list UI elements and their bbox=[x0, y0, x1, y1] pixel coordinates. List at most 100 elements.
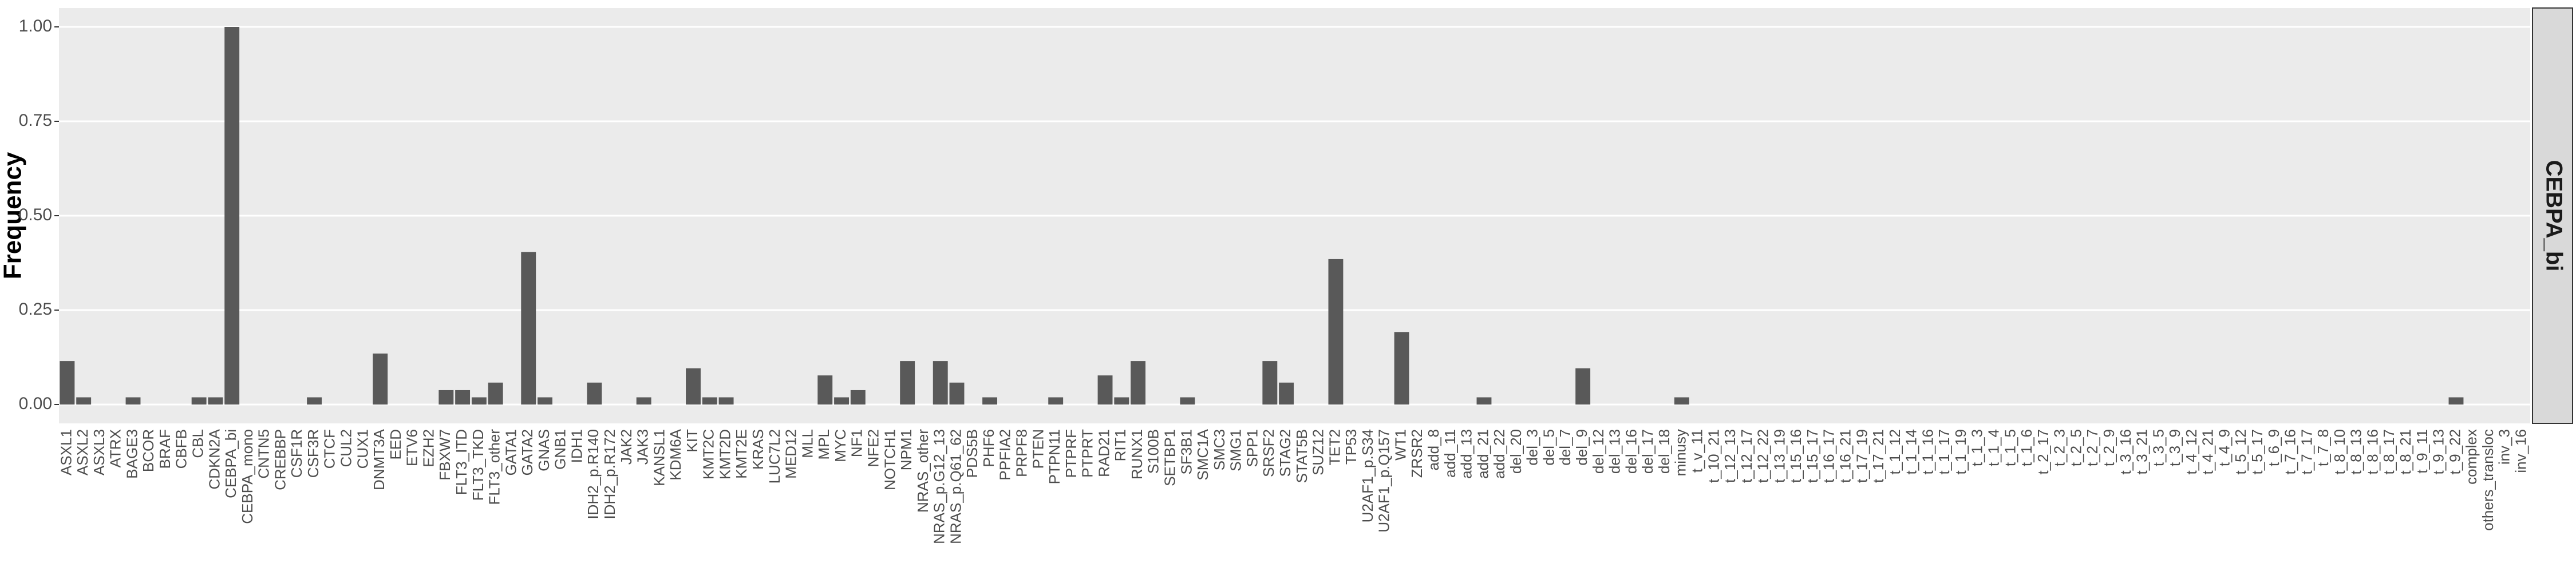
x-tick-label: t_12_13 bbox=[1721, 429, 1739, 483]
x-tick-label: t_5_12 bbox=[2232, 429, 2249, 475]
x-tick-label: del_5 bbox=[1540, 429, 1557, 466]
x-tick-label: CTCF bbox=[321, 429, 338, 469]
x-tick-label: CDKN2A bbox=[206, 429, 223, 489]
x-tick-label: t_12_22 bbox=[1755, 429, 1772, 483]
bar bbox=[1328, 259, 1344, 405]
bar bbox=[125, 397, 141, 405]
x-tick-label: STAG2 bbox=[1277, 429, 1294, 477]
x-tick-label: KMT2C bbox=[700, 429, 717, 479]
x-tick-label: ASXL1 bbox=[57, 429, 74, 475]
x-tick-label: MED12 bbox=[783, 429, 800, 479]
x-tick-label: SRSF2 bbox=[1260, 429, 1277, 477]
x-tick-label: t_4_9 bbox=[2215, 429, 2233, 466]
x-tick-label: RIT1 bbox=[1112, 429, 1129, 461]
x-tick-label: t_17_19 bbox=[1853, 429, 1870, 483]
x-tick-label: t_2_17 bbox=[2034, 429, 2052, 475]
x-tick-label: t_4_12 bbox=[2183, 429, 2200, 475]
bar bbox=[307, 397, 322, 405]
x-tick-label: complex bbox=[2463, 429, 2480, 485]
x-tick-label: del_3 bbox=[1524, 429, 1541, 466]
x-tick-label: ASXL2 bbox=[74, 429, 91, 475]
x-tick-label: others_transloc bbox=[2479, 429, 2496, 531]
x-tick-label: t_9_11 bbox=[2413, 429, 2431, 474]
x-tick-label: CSF1R bbox=[288, 429, 305, 478]
x-tick-label: DNMT3A bbox=[370, 429, 388, 490]
bar bbox=[1180, 397, 1195, 405]
x-tick-label: t_7_17 bbox=[2298, 429, 2315, 475]
x-tick-label: TET2 bbox=[1326, 429, 1343, 466]
x-tick-label: ZRSR2 bbox=[1408, 429, 1425, 478]
x-tick-label: JAK3 bbox=[634, 429, 651, 465]
x-tick-label: t_2_5 bbox=[2067, 429, 2084, 466]
x-tick-label: MPL bbox=[815, 429, 832, 459]
x-tick-label: STAT5B bbox=[1293, 429, 1310, 483]
x-tick-label: minusy bbox=[1672, 429, 1689, 476]
bar bbox=[686, 368, 701, 405]
x-tick-label: SPP1 bbox=[1243, 429, 1261, 467]
x-tick-label: t_9_13 bbox=[2430, 429, 2447, 475]
x-tick-label: CEBPA_mono bbox=[239, 429, 256, 524]
bar bbox=[538, 397, 552, 405]
x-tick-label: SMC1A bbox=[1194, 429, 1211, 480]
x-tick-label: t_1_19 bbox=[1952, 429, 1969, 475]
x-tick-label: t_8_21 bbox=[2397, 429, 2414, 475]
x-tick-label: t_2_9 bbox=[2100, 429, 2117, 466]
x-tick-label: t_3_21 bbox=[2134, 429, 2151, 475]
x-tick-label: JAK2 bbox=[618, 429, 635, 465]
x-tick-label: SETBP1 bbox=[1161, 429, 1179, 486]
x-tick-label: CUX1 bbox=[354, 429, 371, 469]
x-tick-label: PDS5B bbox=[963, 429, 981, 478]
x-tick-label: inv_16 bbox=[2512, 429, 2529, 473]
x-tick-label: PTPRT bbox=[1079, 429, 1096, 478]
bar bbox=[455, 390, 471, 405]
bar bbox=[982, 397, 998, 405]
bar bbox=[224, 27, 240, 405]
x-tick-label: NRAS_p.Q61_62 bbox=[947, 429, 964, 544]
bar bbox=[933, 361, 948, 405]
x-tick-label: IDH2_p.R172 bbox=[601, 429, 618, 520]
x-tick-label: FLT3_other bbox=[486, 429, 503, 505]
x-tick-label: KMT2D bbox=[716, 429, 733, 479]
x-tick-label: SF3B1 bbox=[1178, 429, 1195, 475]
bar bbox=[718, 397, 734, 405]
bar bbox=[191, 397, 207, 405]
bar bbox=[76, 397, 92, 405]
x-tick-label: t_4_21 bbox=[2199, 429, 2217, 475]
x-tick-label: del_13 bbox=[1606, 429, 1623, 474]
x-tick-label: t_1_6 bbox=[2018, 429, 2035, 466]
x-tick-label: NOTCH1 bbox=[881, 429, 898, 490]
x-tick-label: CEBPA_bi bbox=[222, 429, 239, 498]
bar bbox=[2448, 397, 2464, 405]
x-tick-label: del_20 bbox=[1507, 429, 1524, 474]
bar bbox=[850, 390, 866, 405]
bar bbox=[521, 252, 536, 405]
x-tick-label: t_8_16 bbox=[2364, 429, 2381, 475]
facet-label: CEBPA_bi bbox=[2541, 160, 2566, 272]
x-tick-label: del_18 bbox=[1656, 429, 1673, 474]
y-tick-label: 0.25 bbox=[19, 300, 52, 319]
y-tick-label: 0.75 bbox=[19, 111, 52, 130]
x-tick-label: t_16_17 bbox=[1820, 429, 1838, 483]
x-tick-label: t_7_16 bbox=[2282, 429, 2299, 475]
x-tick-label: IDH1 bbox=[568, 429, 585, 463]
x-tick-label: NPM1 bbox=[898, 429, 915, 470]
x-tick-label: t_2_7 bbox=[2084, 429, 2101, 466]
x-tick-label: PRPF8 bbox=[1013, 429, 1030, 477]
x-tick-label: PHF6 bbox=[980, 429, 997, 467]
x-tick-label: t_15_17 bbox=[1804, 429, 1821, 483]
y-tick-label: 1.00 bbox=[19, 17, 52, 35]
y-tick-label: 0.00 bbox=[19, 394, 52, 413]
x-tick-label: CSF3R bbox=[305, 429, 322, 478]
x-tick-label: IDH2_p.R140 bbox=[584, 429, 602, 520]
x-tick-label: t_8_17 bbox=[2380, 429, 2397, 475]
bar bbox=[208, 397, 223, 405]
bar bbox=[636, 397, 651, 405]
x-tick-label: t_5_17 bbox=[2249, 429, 2266, 475]
x-tick-label: WT1 bbox=[1392, 429, 1409, 461]
x-tick-label: RAD21 bbox=[1095, 429, 1112, 477]
bar bbox=[587, 382, 602, 405]
x-tick-label: del_16 bbox=[1622, 429, 1639, 474]
x-tick-label: U2AF1_p.Q157 bbox=[1376, 429, 1393, 533]
y-tick-label: 0.50 bbox=[19, 205, 52, 224]
